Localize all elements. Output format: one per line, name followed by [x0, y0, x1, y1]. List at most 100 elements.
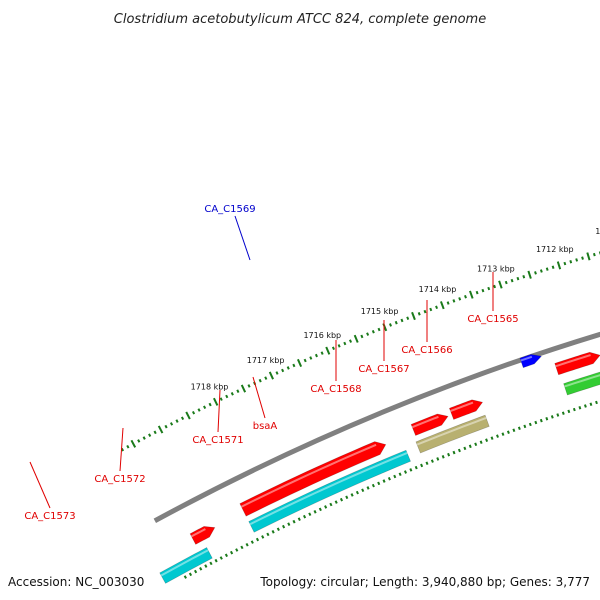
gene-label: CA_C1565 [467, 314, 518, 325]
inner-ring-tick [425, 461, 429, 466]
genome-summary-text: Topology: circular; Length: 3,940,880 bp… [259, 575, 590, 589]
scale-tick [435, 305, 439, 310]
inner-ring-tick [303, 514, 307, 519]
inner-ring-tick [282, 524, 286, 529]
inner-ring-tick [245, 542, 249, 547]
scale-tick [493, 284, 497, 289]
inner-ring-tick [329, 502, 333, 507]
leader-line [29, 461, 51, 509]
inner-ring-tick [512, 428, 516, 432]
inner-ring-tick [420, 463, 424, 468]
inner-ring-tick [468, 444, 472, 449]
scale-tick [592, 252, 596, 257]
scale-tick [481, 288, 485, 293]
gene-CA_C1568-shape [554, 351, 600, 376]
inner-ring-tick [204, 564, 208, 568]
inner-ring-tick [479, 440, 483, 444]
inner-ring-tick [589, 402, 593, 406]
scale-tick [303, 358, 307, 363]
scale-tick [534, 271, 537, 275]
inner-ring-tick [313, 510, 317, 514]
leader-line [252, 376, 266, 419]
scale-tick [281, 368, 285, 373]
scale-tick [157, 425, 164, 434]
inner-ring-tick [403, 470, 407, 474]
inner-ring-tick [235, 548, 239, 552]
inner-ring-tick [474, 442, 478, 447]
scale-tick [469, 290, 474, 299]
gene-CA_C1573-shape [189, 526, 216, 545]
inner-ring-tick [224, 553, 228, 558]
inner-ring-tick [457, 448, 461, 453]
scale-tick [213, 397, 219, 406]
scale-tick-label: 1716 kbp [303, 331, 341, 340]
scale-tick [394, 320, 398, 325]
scale-tick [377, 327, 381, 332]
scale-tick [286, 366, 290, 370]
inner-ring-tick [572, 407, 576, 412]
scale-tick [275, 371, 279, 375]
inner-ring-tick [255, 537, 260, 542]
map-title: Clostridium acetobutylicum ATCC 824, com… [114, 12, 486, 27]
scale-tick [522, 274, 526, 279]
inner-ring-tick [490, 436, 494, 440]
scale-tick [586, 252, 591, 261]
scale-tick [349, 339, 353, 343]
inner-ring-tick [188, 572, 193, 577]
scale-tick [337, 344, 341, 348]
feature-tracks [159, 351, 600, 584]
gene-CA_C1571-shape [410, 413, 449, 436]
inner-ring-tick [595, 400, 598, 405]
inner-ring-tick [517, 426, 521, 431]
scale-tick [164, 424, 168, 429]
inner-ring-tick [318, 507, 322, 512]
gene-label: CA_C1568 [310, 384, 361, 395]
inner-ring-tick [371, 483, 375, 488]
scale-tick-label: 1711 kbp [595, 227, 600, 236]
scale-tick [487, 286, 491, 291]
scale-tick [366, 332, 370, 336]
inner-ring-tick [287, 522, 291, 526]
scale-tick [153, 430, 157, 435]
inner-ring-tick [409, 468, 413, 472]
scale-tick-label: 1712 kbp [536, 245, 574, 254]
scale-tick [325, 346, 331, 355]
scale-tick [400, 318, 404, 323]
scale-tick [126, 444, 130, 449]
inner-ring-tick [485, 438, 489, 442]
gene-label: CA_C1572 [94, 474, 145, 485]
scale-tick [240, 384, 247, 393]
scale-tick [504, 280, 508, 285]
scale-tick [175, 419, 179, 423]
inner-ring-tick [430, 459, 434, 463]
backbone-circle [153, 331, 600, 524]
gene-label: CA_C1573 [24, 511, 75, 522]
scale-tick [343, 341, 347, 346]
scale-tick [417, 312, 421, 316]
cds-khaki [415, 414, 490, 454]
inner-ring-tick [193, 569, 198, 574]
scale-tick-label: 1717 kbp [247, 356, 285, 365]
inner-ring-tick [447, 452, 451, 457]
inner-ring-tick [308, 512, 312, 517]
inner-ring-tick [550, 415, 554, 419]
inner-ring-tick [452, 450, 456, 455]
inner-ring-tick [528, 422, 532, 427]
inner-ring-tick [398, 472, 402, 477]
scale-tick [475, 290, 479, 295]
scale-tick [464, 294, 467, 299]
scale-tick [264, 376, 268, 380]
inner-ring-tick [230, 550, 234, 555]
inner-ring-tick [506, 430, 510, 434]
scale-tick [247, 384, 251, 388]
inner-ring-tick [324, 505, 328, 509]
inner-ring-tick [414, 465, 418, 470]
inner-ring-tick [271, 530, 275, 534]
scale-tick [258, 378, 262, 383]
inner-ring-tick [199, 567, 203, 571]
scale-tick [320, 351, 324, 355]
scale-tick [423, 309, 427, 314]
scale-tick [527, 270, 532, 279]
scale-tick [389, 323, 392, 327]
